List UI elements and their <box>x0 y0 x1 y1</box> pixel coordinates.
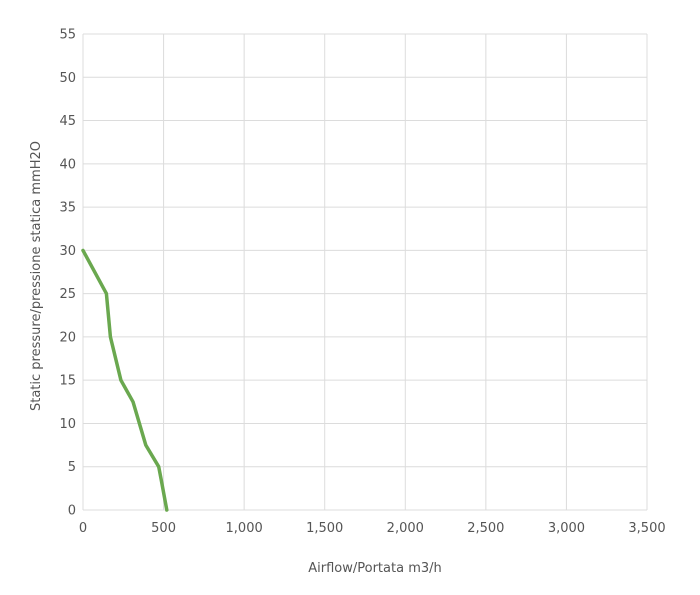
y-axis-title: Static pressure/pressione statica mmH2O <box>29 141 44 411</box>
x-tick-label: 1,500 <box>306 521 343 536</box>
y-tick-label: 10 <box>59 417 76 432</box>
y-tick-label: 25 <box>59 287 76 302</box>
x-tick-label: 2,000 <box>387 521 424 536</box>
y-tick-label: 50 <box>59 71 76 86</box>
series-line-0 <box>81 248 169 512</box>
x-axis-ticks: 0 500 1,000 1,500 2,000 2,500 3,000 3,500 <box>79 521 666 536</box>
grid <box>82 33 648 511</box>
y-tick-label: 35 <box>59 201 76 216</box>
y-tick-label: 15 <box>59 374 76 389</box>
x-tick-label: 2,500 <box>467 521 504 536</box>
x-tick-label: 1,000 <box>226 521 263 536</box>
y-tick-label: 20 <box>59 330 76 345</box>
series-layer <box>81 248 169 512</box>
y-tick-label: 30 <box>59 244 76 259</box>
x-tick-label: 3,500 <box>628 521 665 536</box>
y-tick-label: 45 <box>59 114 76 129</box>
x-tick-label: 3,000 <box>548 521 585 536</box>
x-tick-label: 500 <box>151 521 176 536</box>
y-tick-label: 40 <box>59 157 76 172</box>
y-tick-label: 55 <box>59 28 76 43</box>
y-axis-ticks: 0 5 10 15 20 25 30 35 40 45 50 55 <box>59 28 76 519</box>
x-axis-title: Airflow/Portata m3/h <box>308 561 442 576</box>
y-tick-label: 0 <box>68 504 76 519</box>
y-tick-label: 5 <box>68 460 76 475</box>
x-tick-label: 0 <box>79 521 87 536</box>
